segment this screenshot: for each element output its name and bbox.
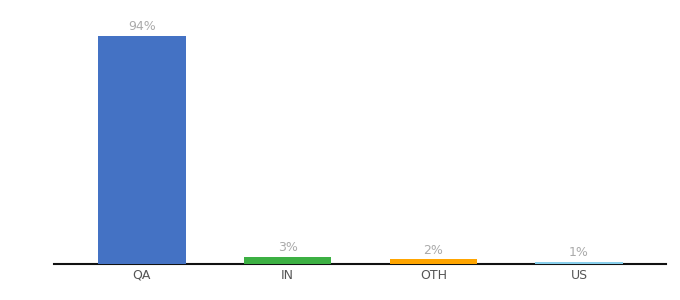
Bar: [535, 262, 623, 264]
Bar: [390, 259, 477, 264]
Text: 3%: 3%: [277, 241, 297, 254]
Bar: [244, 257, 331, 264]
Text: 2%: 2%: [424, 244, 443, 257]
Text: 1%: 1%: [569, 246, 589, 259]
Bar: [98, 36, 186, 264]
Text: 94%: 94%: [128, 20, 156, 33]
